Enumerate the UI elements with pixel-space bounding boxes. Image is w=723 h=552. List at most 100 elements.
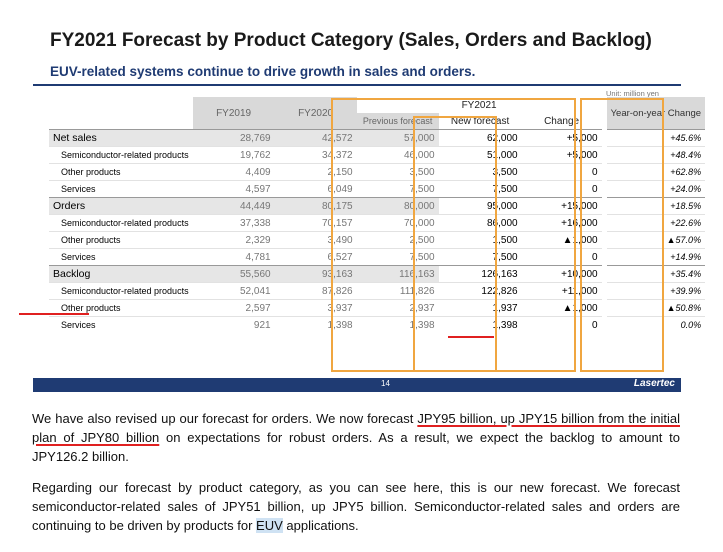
header-previous-forecast: Previous forecast xyxy=(356,113,439,130)
cell-new: 7,500 xyxy=(438,248,522,266)
p1-underlined-text: JPY95 billion, up JPY15 billion from the… xyxy=(32,411,680,445)
cell-fy2019: 55,560 xyxy=(192,265,275,283)
cell-new: 51,000 xyxy=(438,146,522,164)
slide-subtitle: EUV-related systems continue to drive gr… xyxy=(50,64,476,79)
cell-prev: 70,000 xyxy=(356,214,439,232)
cell-change: ▲1,000 xyxy=(521,231,602,249)
cell-new: 122,826 xyxy=(438,282,522,300)
unit-note: Unit: million yen xyxy=(606,89,659,98)
cell-fy2019: 37,338 xyxy=(192,214,275,232)
cell-change: +10,000 xyxy=(521,265,602,283)
row-label: Backlog xyxy=(49,265,193,283)
cell-fy2019: 28,769 xyxy=(192,129,275,147)
cell-yoy: +14.9% xyxy=(606,248,706,266)
cell-change: 0 xyxy=(521,163,602,181)
table-row: Other products 2,597 3,937 2,937 1,937 ▲1,000… xyxy=(49,299,706,317)
table-row: Services 4,781 6,527 7,500 7,500 0 +14.9% xyxy=(49,248,706,266)
cell-fy2019: 19,762 xyxy=(192,146,275,164)
table-row: Semiconductor-related products 52,041 87,8… xyxy=(49,282,706,300)
header-change: Change xyxy=(521,113,602,130)
cell-yoy: +24.0% xyxy=(606,180,706,198)
cell-prev: 80,000 xyxy=(356,197,439,215)
cell-yoy: ▲50.8% xyxy=(606,299,706,317)
cell-change: 0 xyxy=(521,248,602,266)
cell-change: ▲1,000 xyxy=(521,299,602,317)
cell-fy2020: 3,490 xyxy=(274,231,357,249)
slide-title: FY2021 Forecast by Product Category (Sal… xyxy=(50,30,652,51)
table-row: Other products 2,329 3,490 2,500 1,500 ▲1,000… xyxy=(49,231,706,249)
cell-new: 86,000 xyxy=(438,214,522,232)
backlog-underline-annotation xyxy=(19,313,89,315)
header-fy2020: FY2020 xyxy=(274,97,357,130)
p1-text-c: on expectations for robust orders. As a … xyxy=(32,430,680,464)
header-fy2019: FY2019 xyxy=(192,97,275,130)
cell-new: 1,398 xyxy=(438,316,522,333)
cell-fy2020: 87,826 xyxy=(274,282,357,300)
cell-new: 1,937 xyxy=(438,299,522,317)
cell-change: 0 xyxy=(521,180,602,198)
cell-fy2020: 1,398 xyxy=(274,316,357,333)
cell-yoy: +62.8% xyxy=(606,163,706,181)
row-label: Net sales xyxy=(49,129,193,147)
presentation-slide: FY2021 Forecast by Product Category (Sal… xyxy=(19,30,706,392)
cell-fy2019: 2,597 xyxy=(192,299,275,317)
cell-fy2020: 80,175 xyxy=(274,197,357,215)
slide-footer: 14 Lasertec xyxy=(33,378,681,392)
cell-fy2019: 4,781 xyxy=(192,248,275,266)
transcript-paragraph-1: We have also revised up our forecast for… xyxy=(32,409,680,466)
cell-fy2019: 52,041 xyxy=(192,282,275,300)
cell-prev: 116,163 xyxy=(356,265,439,283)
table-row: Semiconductor-related products 37,338 70,1… xyxy=(49,214,706,232)
backlog-value-underline-annotation xyxy=(448,336,494,338)
cell-fy2020: 93,163 xyxy=(274,265,357,283)
cell-yoy: +48.4% xyxy=(606,146,706,164)
row-label: Services xyxy=(49,316,193,333)
table-row: Semiconductor-related products 19,762 34,3… xyxy=(49,146,706,164)
cell-change: +5,000 xyxy=(521,146,602,164)
table-row: Services 4,597 6,049 7,500 7,500 0 +24.0% xyxy=(49,180,706,198)
table-header-row: FY2019 FY2020 FY2021 Year-on-year Change xyxy=(49,97,706,130)
title-divider xyxy=(33,84,681,86)
cell-fy2020: 3,937 xyxy=(274,299,357,317)
cell-prev: 7,500 xyxy=(356,180,439,198)
cell-yoy: +18.5% xyxy=(606,197,706,215)
cell-yoy: +39.9% xyxy=(606,282,706,300)
row-label: Semiconductor-related products xyxy=(49,214,193,232)
cell-fy2019: 44,449 xyxy=(192,197,275,215)
cell-change: +15,000 xyxy=(521,197,602,215)
cell-new: 1,500 xyxy=(438,231,522,249)
row-label: Other products xyxy=(49,163,193,181)
forecast-table: FY2019 FY2020 FY2021 Year-on-year Change… xyxy=(49,97,706,333)
cell-fy2020: 6,527 xyxy=(274,248,357,266)
table-group-row: Net sales 28,769 42,572 57,000 62,000 +5,000 +… xyxy=(49,129,706,147)
row-label: Other products xyxy=(49,299,193,317)
cell-prev: 57,000 xyxy=(356,129,439,147)
cell-fy2019: 2,329 xyxy=(192,231,275,249)
row-label: Orders xyxy=(49,197,193,215)
cell-prev: 2,937 xyxy=(356,299,439,317)
cell-fy2020: 42,572 xyxy=(274,129,357,147)
cell-fy2020: 70,157 xyxy=(274,214,357,232)
transcript-paragraph-2: Regarding our forecast by product catego… xyxy=(32,478,680,535)
cell-yoy: ▲57.0% xyxy=(606,231,706,249)
cell-fy2020: 2,150 xyxy=(274,163,357,181)
cell-yoy: +35.4% xyxy=(606,265,706,283)
page-number: 14 xyxy=(381,379,390,388)
cell-change: +5,000 xyxy=(521,129,602,147)
row-label: Services xyxy=(49,180,193,198)
header-fy2021: FY2021 xyxy=(356,97,602,113)
table-row: Services 921 1,398 1,398 1,398 0 0.0% xyxy=(49,316,706,333)
cell-fy2020: 34,372 xyxy=(274,146,357,164)
header-yoy: Year-on-year Change xyxy=(606,97,706,130)
header-new-forecast: New forecast xyxy=(438,113,522,130)
cell-yoy: +45.6% xyxy=(606,129,706,147)
p2-text-c: applications. xyxy=(282,518,359,533)
p2-highlighted-text: EUV xyxy=(256,518,283,533)
cell-prev: 7,500 xyxy=(356,248,439,266)
cell-change: 0 xyxy=(521,316,602,333)
cell-prev: 1,398 xyxy=(356,316,439,333)
row-label: Semiconductor-related products xyxy=(49,146,193,164)
cell-new: 95,000 xyxy=(438,197,522,215)
cell-prev: 3,500 xyxy=(356,163,439,181)
cell-new: 126,163 xyxy=(438,265,522,283)
